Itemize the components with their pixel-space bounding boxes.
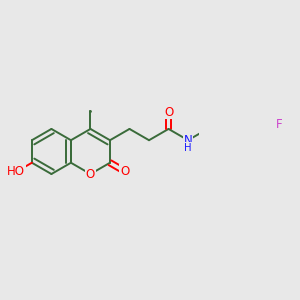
Text: O: O [120, 165, 129, 178]
Text: H: H [184, 143, 192, 153]
Text: N: N [184, 134, 192, 147]
Text: O: O [86, 167, 95, 181]
Text: F: F [275, 118, 282, 131]
Text: O: O [164, 106, 173, 118]
Text: HO: HO [7, 165, 25, 178]
